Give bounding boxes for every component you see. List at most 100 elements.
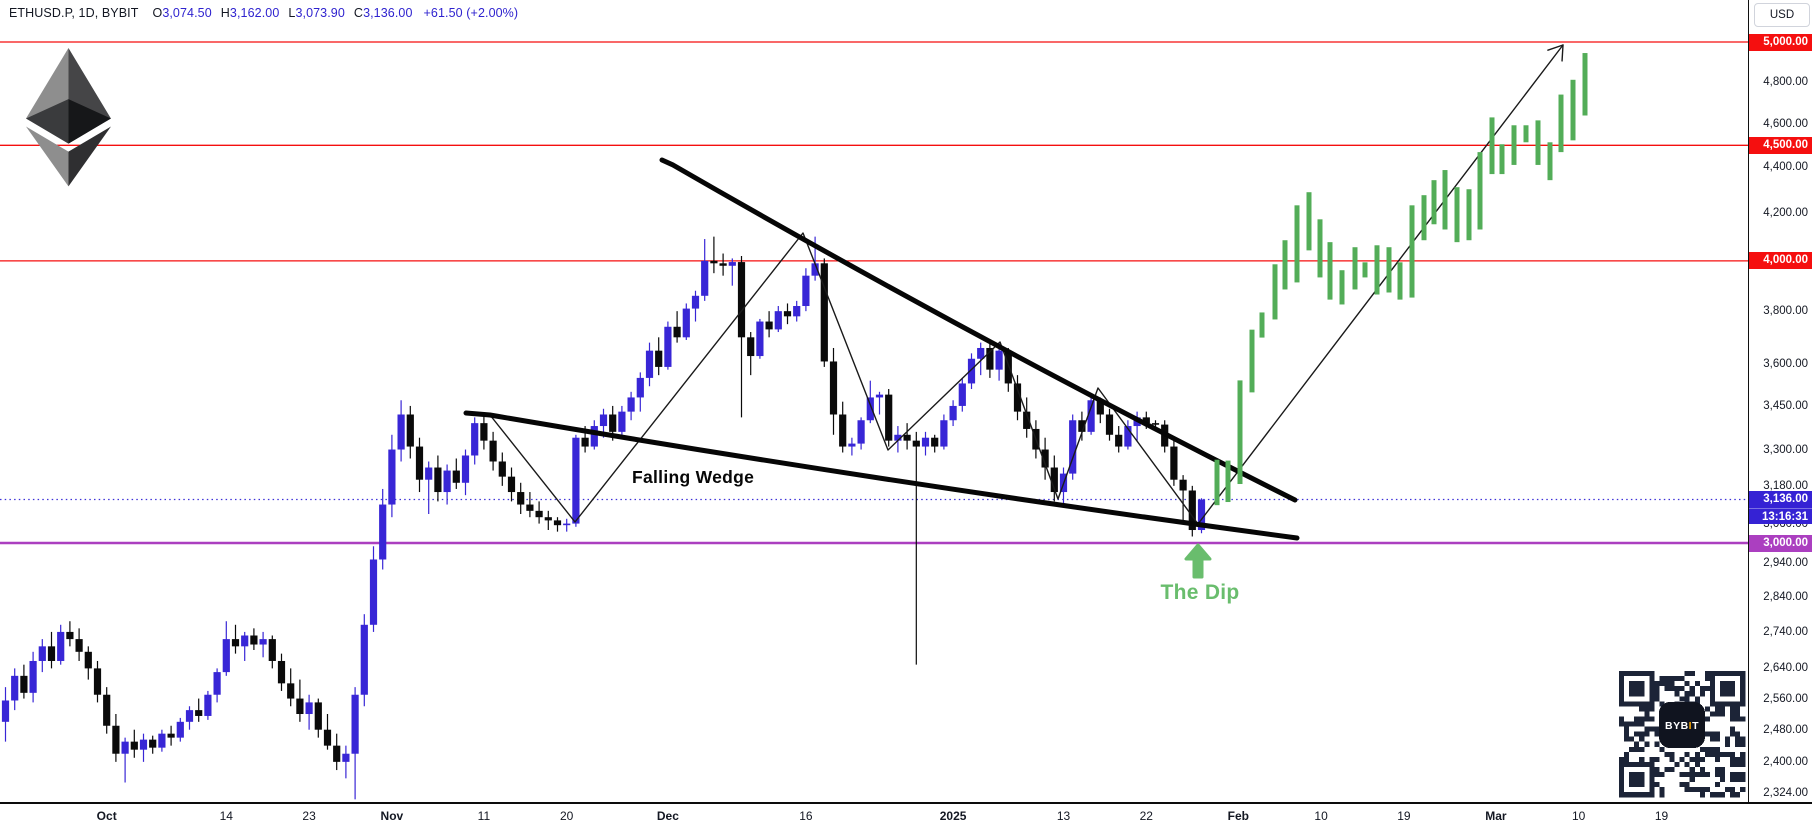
qr-module [1720,792,1726,798]
qr-module [1679,756,1685,762]
qr-module [1730,756,1736,762]
qr-module [1664,751,1670,757]
price-tick: 3,300.00 [1763,443,1808,456]
candle-body [765,321,773,330]
projection-bar [1272,264,1278,320]
qr-module [1725,736,1731,742]
qr-module [1654,772,1660,778]
qr-module [1699,686,1705,692]
projection-bar [1249,329,1255,393]
candle-body [38,646,46,661]
projection-bar [1431,180,1437,225]
time-axis[interactable]: Oct 14 23 Nov 11 20 Dec 16 2025 13 22 Feb 10 19 Mar 10 1… [0,802,1812,827]
candle-body [222,639,230,673]
qr-module [1644,731,1650,737]
time-tick: 10 [1314,809,1328,823]
currency-toggle-button[interactable]: USD [1754,3,1810,27]
trend-zigzag-line[interactable] [489,44,1564,525]
qr-module [1704,716,1710,722]
qr-module [1740,736,1746,742]
qr-module [1664,676,1670,682]
qr-module [1674,676,1680,682]
candle-body [774,311,782,330]
projection-bar [1511,125,1517,165]
qr-module [1654,756,1660,762]
candle-body [1041,449,1049,468]
the-dip-label[interactable]: The Dip [1160,581,1240,604]
qr-module [1639,706,1645,712]
qr-module [1644,706,1650,712]
qr-module [1679,696,1685,702]
bybit-logo-text: BYBIT [1665,720,1699,732]
qr-module [1644,741,1650,747]
candle-body [231,639,240,647]
candle-body [1179,479,1187,491]
projection-bar [1523,125,1529,143]
dip-up-arrow-icon[interactable] [1184,543,1212,579]
qr-module [1740,716,1746,722]
qr-module [1704,686,1710,692]
candle-body [977,347,985,359]
price-tick: 3,450.00 [1763,399,1808,412]
candle-body [673,326,681,338]
qr-module [1679,676,1685,682]
qr-module [1659,676,1665,682]
qr-module [1704,676,1710,682]
price-tick: 4,400.00 [1763,161,1808,174]
candle-body [526,504,534,511]
candle-body [719,263,727,266]
time-tick: Dec [656,809,679,823]
wedge-lower-line[interactable] [463,410,1300,541]
qr-module [1679,686,1685,692]
qr-module [1735,716,1741,722]
qr-module [1725,787,1731,793]
time-tick: 22 [1139,809,1153,823]
candle-body [1105,414,1114,435]
candle-body [397,414,405,450]
qr-finder-dot [1629,681,1645,697]
qr-module [1624,726,1630,732]
candle-body [20,675,28,693]
qr-module [1704,772,1710,778]
candle-body [636,377,644,398]
qr-module [1624,721,1630,727]
price-axis[interactable]: USD 4,800.00 4,600.00 4,400.00 4,200.00 3,80… [1748,0,1812,802]
candle-body [710,260,718,264]
wedge-upper-line[interactable] [659,157,1298,503]
projection-arrowhead [1547,44,1564,51]
qr-module [1720,772,1726,778]
qr-module [1654,731,1660,737]
projection-bar [1477,152,1483,230]
time-tick: 23 [302,809,316,823]
qr-module [1639,736,1645,742]
ethereum-logo-face-2 [26,99,69,144]
candle-body [1087,400,1095,432]
candle-body [369,559,378,625]
qr-module [1714,731,1720,737]
qr-module [1654,691,1660,697]
projection-bar [1386,247,1392,293]
candle-body [811,263,819,276]
candle-body [149,739,157,748]
qr-module [1694,761,1700,767]
qr-module [1714,706,1720,712]
candle-body [268,639,276,661]
qr-module [1720,766,1726,772]
qr-module [1689,671,1695,677]
qr-module [1709,792,1715,798]
candle-body [958,383,966,406]
projection-bar [1282,240,1288,290]
falling-wedge-label[interactable]: Falling Wedge [632,467,755,487]
candle-body [1170,446,1178,480]
candle-body [176,721,184,738]
candle-body [241,635,249,647]
qr-module [1659,787,1665,793]
candle-body [66,631,74,640]
qr-module [1624,756,1630,762]
candle-body [57,631,65,661]
projection-bar [1421,195,1427,241]
projection-bar [1214,459,1220,506]
symbol-title[interactable]: ETHUSD.P, 1D, BYBIT [9,6,139,20]
qr-module [1699,766,1705,772]
